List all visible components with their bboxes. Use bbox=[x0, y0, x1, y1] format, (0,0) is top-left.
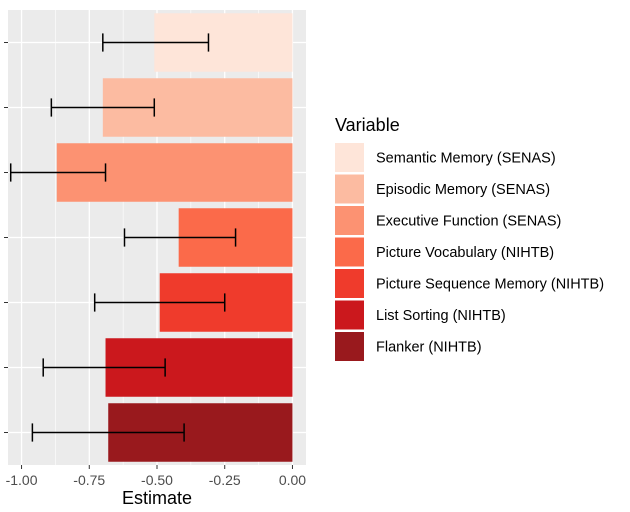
legend-key bbox=[335, 143, 364, 172]
x-axis: -1.00 -0.75 -0.50 -0.25 0.00 bbox=[6, 465, 306, 488]
legend-label: Flanker (NIHTB) bbox=[376, 340, 482, 356]
y-axis bbox=[4, 42, 8, 433]
legend-label: Semantic Memory (SENAS) bbox=[376, 151, 556, 167]
x-axis-title: Estimate bbox=[122, 488, 192, 508]
legend-title: Variable bbox=[335, 115, 400, 135]
legend-key bbox=[335, 300, 364, 330]
x-tick-label: -0.25 bbox=[209, 472, 241, 488]
error-bars bbox=[9, 33, 237, 442]
legend-key bbox=[335, 206, 364, 235]
legend-label: Episodic Memory (SENAS) bbox=[376, 182, 550, 198]
legend-key bbox=[335, 174, 364, 204]
x-tick-label: -0.50 bbox=[141, 472, 173, 488]
legend-key bbox=[335, 332, 364, 361]
legend-label: List Sorting (NIHTB) bbox=[376, 308, 506, 324]
legend-label: Picture Vocabulary (NIHTB) bbox=[376, 245, 554, 261]
x-tick-label: -1.00 bbox=[6, 472, 38, 488]
legend-label: Picture Sequence Memory (NIHTB) bbox=[376, 277, 604, 293]
x-tick-label: 0.00 bbox=[279, 472, 306, 488]
x-tick-label: -0.75 bbox=[73, 472, 105, 488]
legend-key bbox=[335, 237, 364, 267]
bars bbox=[56, 13, 293, 462]
legend-label: Executive Function (SENAS) bbox=[376, 214, 561, 230]
legend: Semantic Memory (SENAS) Episodic Memory (… bbox=[335, 143, 604, 361]
legend-key bbox=[335, 269, 364, 298]
